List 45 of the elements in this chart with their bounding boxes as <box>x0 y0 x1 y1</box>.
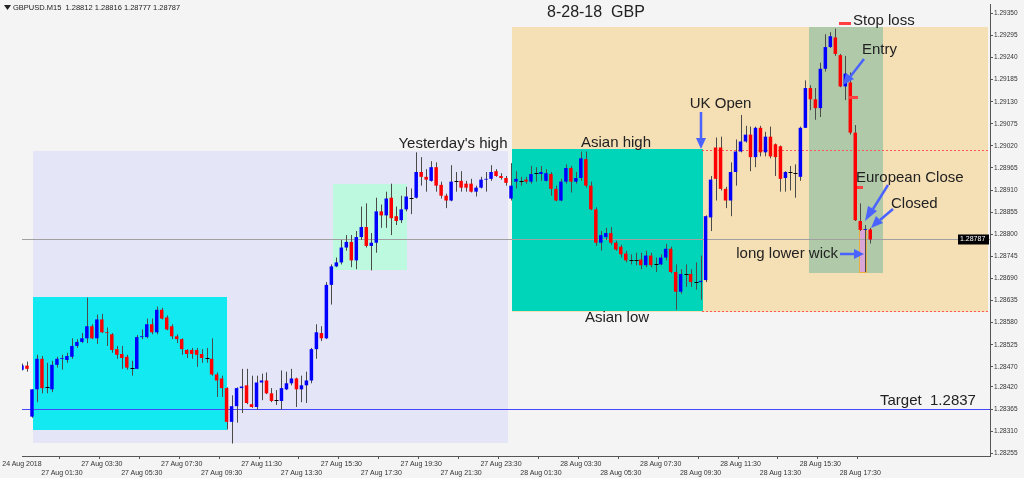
candlestick <box>549 171 553 197</box>
annotation: Closed <box>891 194 938 212</box>
candlestick <box>863 224 867 273</box>
candlestick <box>140 328 144 340</box>
candlestick <box>788 165 793 191</box>
candlestick <box>564 163 568 185</box>
ref-line-label: Target 1.2837 <box>880 390 976 408</box>
candlestick <box>429 160 433 183</box>
candlestick <box>85 297 89 344</box>
candlestick <box>399 195 403 224</box>
annotation: Stop loss <box>853 11 915 29</box>
chart-title: 8-28-18 GBP <box>547 3 645 21</box>
candlestick <box>634 252 639 266</box>
candlestick <box>534 166 539 183</box>
annotation: Entry <box>862 40 898 58</box>
annotation: UK Open <box>689 94 752 112</box>
annotation: Yesterday's high <box>398 134 508 152</box>
candlestick <box>738 114 743 153</box>
annotation: European Close <box>856 168 964 186</box>
candlestick <box>404 186 408 212</box>
candlestick <box>274 389 279 406</box>
candlestick <box>419 156 423 187</box>
candlestick <box>95 314 99 345</box>
candlestick <box>454 171 459 193</box>
candlestick <box>484 171 488 193</box>
candlestick <box>105 326 109 347</box>
candlestick <box>249 375 254 409</box>
candlestick <box>509 162 513 202</box>
candlestick <box>569 165 573 193</box>
candlestick <box>45 362 50 394</box>
candlestick <box>684 263 689 288</box>
candlestick <box>424 168 428 193</box>
annotation: long lower wick <box>736 244 839 262</box>
candlestick <box>589 181 593 211</box>
candlestick <box>100 313 104 334</box>
candlestick <box>579 151 583 182</box>
candlestick <box>654 257 659 273</box>
candlestick <box>205 347 210 364</box>
candlestick <box>694 261 699 291</box>
candlestick <box>409 187 414 215</box>
annotation: Asian high <box>580 133 652 151</box>
annotation: Asian low <box>584 308 650 326</box>
candlestick <box>130 360 135 377</box>
candlestick <box>449 164 453 202</box>
candlestick <box>793 163 798 199</box>
